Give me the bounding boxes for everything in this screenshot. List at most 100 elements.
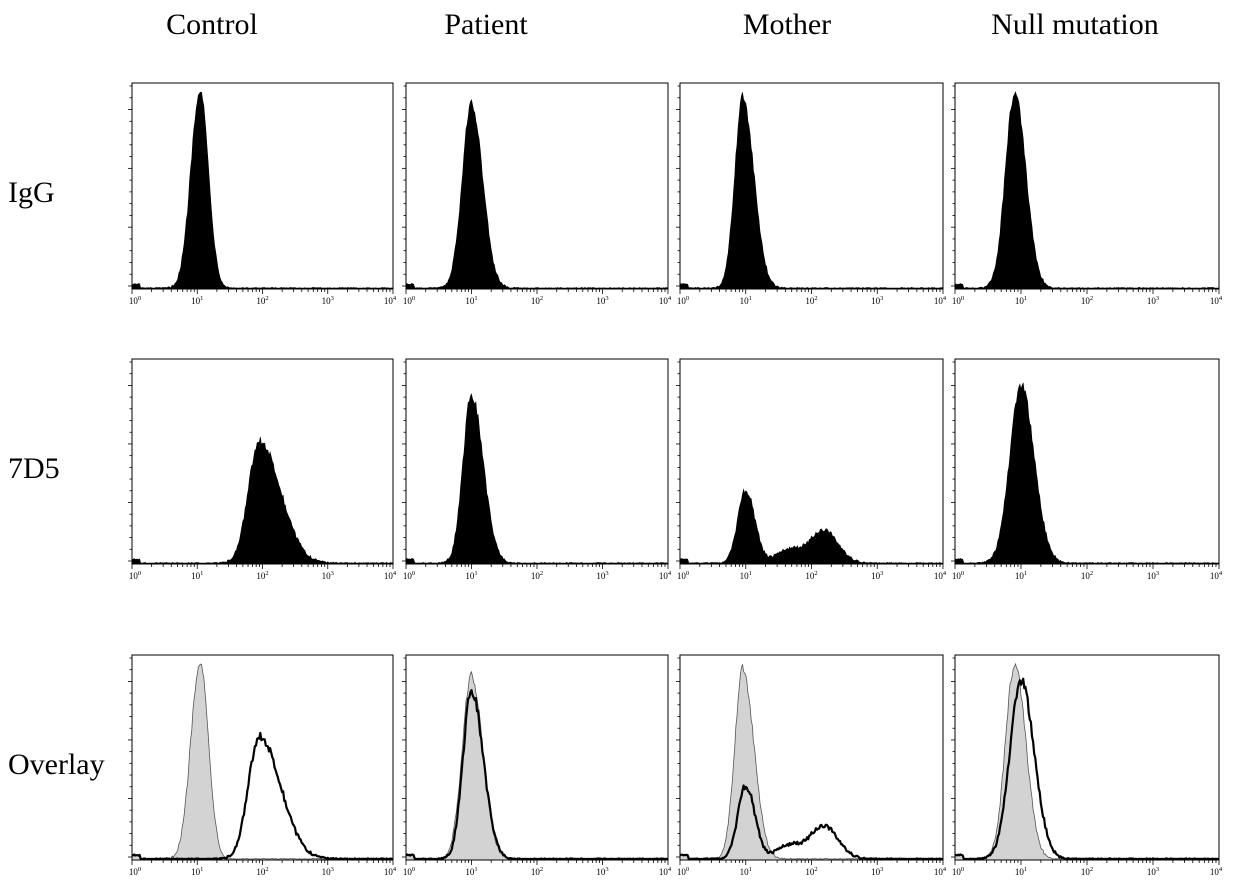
histogram-area-patient-7d5 xyxy=(405,393,669,565)
x-tick-label: 100 xyxy=(129,866,141,877)
x-tick-label-base: 10 xyxy=(403,296,413,306)
x-tick-label: 101 xyxy=(465,570,477,581)
panel-patient-overlay: 100 101 102 103 104 xyxy=(402,654,672,877)
row-title-igg: IgG xyxy=(8,176,55,209)
x-tick-label-exponent: 4 xyxy=(393,570,397,577)
x-tick-label-exponent: 3 xyxy=(1156,866,1159,873)
x-tick-label: 100 xyxy=(952,866,964,877)
x-tick-label: 100 xyxy=(952,295,964,306)
x-tick-label-base: 10 xyxy=(596,867,606,877)
histogram-area-null-mutation-7d5 xyxy=(954,382,1220,565)
x-tick-label-base: 10 xyxy=(659,571,669,581)
x-tick-label-base: 10 xyxy=(129,867,139,877)
x-tick-label-exponent: 0 xyxy=(961,866,964,873)
x-tick-label-base: 10 xyxy=(871,571,881,581)
x-tick-label-exponent: 1 xyxy=(200,570,203,577)
panel-mother-overlay: 100 101 102 103 104 xyxy=(676,654,947,877)
panel-frame xyxy=(131,82,394,290)
x-tick-label-exponent: 0 xyxy=(138,570,141,577)
x-tick-label-base: 10 xyxy=(740,571,750,581)
x-tick-label-base: 10 xyxy=(191,296,201,306)
x-tick-label-exponent: 2 xyxy=(540,295,543,302)
x-tick-label-base: 10 xyxy=(1015,867,1025,877)
histogram-igg-area-control xyxy=(131,663,394,861)
column-title-null-mutation: Null mutation xyxy=(991,8,1159,41)
x-tick-label-exponent: 2 xyxy=(1090,866,1093,873)
x-tick-label-base: 10 xyxy=(1015,571,1025,581)
x-tick-label-exponent: 1 xyxy=(474,570,477,577)
x-tick-label: 104 xyxy=(934,295,947,306)
x-tick-label-base: 10 xyxy=(465,867,475,877)
x-tick-label: 104 xyxy=(1210,570,1223,581)
x-tick-label-base: 10 xyxy=(1147,296,1157,306)
panel-frame xyxy=(405,82,669,290)
x-tick-label-base: 10 xyxy=(256,867,266,877)
x-tick-label: 104 xyxy=(384,866,397,877)
panel-mother-7d5: 100 101 102 103 104 xyxy=(676,358,947,581)
x-tick-label: 103 xyxy=(1147,866,1159,877)
x-tick-label-base: 10 xyxy=(596,296,606,306)
x-tick-label-base: 10 xyxy=(1210,296,1220,306)
x-tick-label-exponent: 1 xyxy=(749,295,752,302)
x-tick-label-exponent: 1 xyxy=(749,866,752,873)
x-tick-label: 102 xyxy=(256,295,268,306)
x-tick-label-exponent: 0 xyxy=(961,570,964,577)
x-tick-label-base: 10 xyxy=(403,867,413,877)
x-tick-label: 102 xyxy=(256,866,268,877)
x-tick-label: 104 xyxy=(384,295,397,306)
x-tick-label-exponent: 3 xyxy=(1156,295,1159,302)
x-tick-label: 100 xyxy=(677,866,689,877)
x-tick-label: 101 xyxy=(191,295,203,306)
x-tick-label-base: 10 xyxy=(191,571,201,581)
x-tick-label-base: 10 xyxy=(740,296,750,306)
x-tick-label: 102 xyxy=(1081,570,1093,581)
x-tick-label: 104 xyxy=(659,570,672,581)
panel-control-7d5: 100 101 102 103 104 xyxy=(128,358,397,581)
x-tick-label-base: 10 xyxy=(871,296,881,306)
x-tick-label-base: 10 xyxy=(659,296,669,306)
x-tick-label: 100 xyxy=(403,295,415,306)
x-tick-label: 102 xyxy=(531,570,543,581)
x-tick-label: 101 xyxy=(740,570,752,581)
x-tick-label-exponent: 3 xyxy=(880,295,883,302)
histogram-area-mother-igg xyxy=(679,92,944,290)
histogram-igg-area-null-mutation xyxy=(954,662,1220,861)
x-tick-label-exponent: 4 xyxy=(1219,570,1223,577)
x-tick-label-exponent: 1 xyxy=(200,295,203,302)
x-tick-label-exponent: 2 xyxy=(814,570,817,577)
x-tick-label-exponent: 3 xyxy=(605,570,608,577)
x-tick-label: 104 xyxy=(1210,866,1223,877)
x-tick-label-exponent: 3 xyxy=(1156,570,1159,577)
x-tick-label-exponent: 4 xyxy=(393,866,397,873)
x-tick-label-exponent: 0 xyxy=(412,295,415,302)
x-tick-label-base: 10 xyxy=(1147,571,1157,581)
x-tick-label-base: 10 xyxy=(465,296,475,306)
x-tick-label-base: 10 xyxy=(465,571,475,581)
x-tick-label-exponent: 1 xyxy=(200,866,203,873)
x-tick-label-base: 10 xyxy=(1081,867,1091,877)
x-tick-label-exponent: 2 xyxy=(265,866,268,873)
histogram-igg-area-mother xyxy=(679,664,944,861)
x-tick-label-base: 10 xyxy=(805,296,815,306)
x-tick-label-exponent: 1 xyxy=(474,866,477,873)
x-tick-label-base: 10 xyxy=(1147,867,1157,877)
x-tick-label-exponent: 0 xyxy=(138,866,141,873)
x-tick-label-base: 10 xyxy=(256,296,266,306)
x-tick-label-exponent: 1 xyxy=(1024,866,1027,873)
x-tick-label: 103 xyxy=(871,866,883,877)
x-tick-label-exponent: 3 xyxy=(331,295,334,302)
x-tick-label: 102 xyxy=(531,866,543,877)
x-tick-label-exponent: 1 xyxy=(1024,570,1027,577)
histogram-7d5-line-control xyxy=(131,731,394,861)
panel-frame xyxy=(131,654,394,861)
histogram-area-control-igg xyxy=(131,91,394,290)
x-tick-label-exponent: 2 xyxy=(1090,295,1093,302)
column-title-patient: Patient xyxy=(444,8,528,41)
x-tick-label-base: 10 xyxy=(934,296,944,306)
x-tick-label-exponent: 1 xyxy=(749,570,752,577)
x-tick-label-exponent: 0 xyxy=(961,295,964,302)
x-tick-label-base: 10 xyxy=(952,571,962,581)
x-tick-label-exponent: 0 xyxy=(686,295,689,302)
x-tick-label-base: 10 xyxy=(384,296,394,306)
